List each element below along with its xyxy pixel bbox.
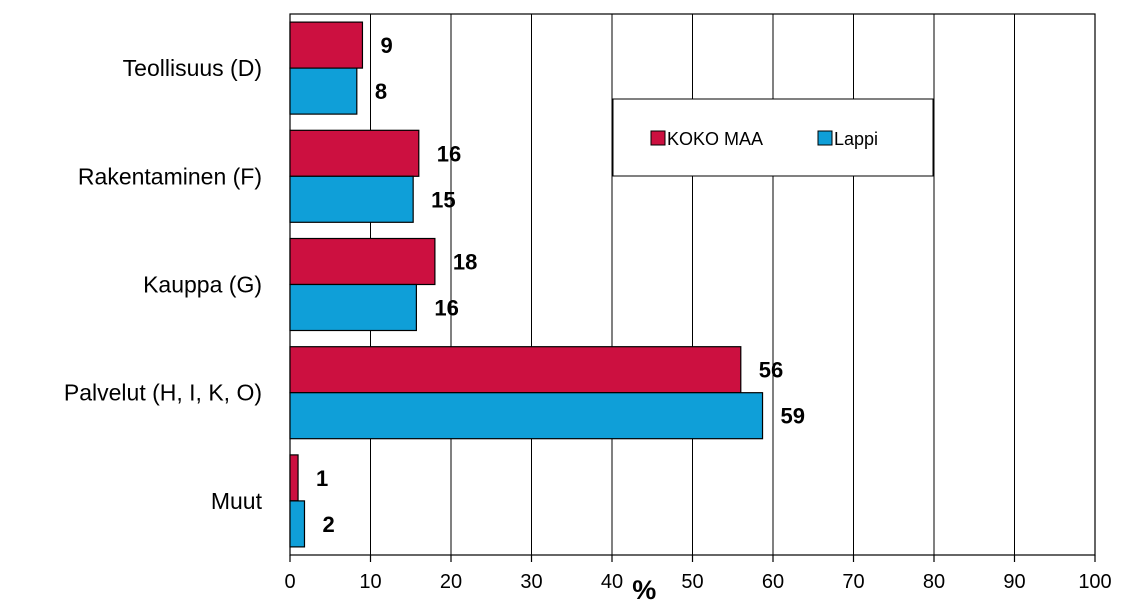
data-label-lappi-1: 15 (431, 187, 455, 212)
data-label-lappi-0: 8 (375, 79, 387, 104)
legend-box (612, 98, 934, 177)
category-label-1: Rakentaminen (F) (78, 163, 262, 189)
x-axis-title: % (632, 575, 656, 604)
data-label-lappi-2: 16 (434, 296, 458, 321)
x-tick-label-20: 20 (440, 571, 462, 593)
category-label-2: Kauppa (G) (143, 272, 262, 298)
bar-koko-maa-3 (289, 346, 742, 394)
bar-koko-maa-2 (289, 237, 436, 286)
data-label-koko-maa-0: 9 (380, 33, 392, 58)
bar-lappi-2 (289, 283, 417, 332)
legend-swatch-koko-maa (650, 130, 666, 146)
bar-lappi-3 (289, 392, 764, 440)
data-label-koko-maa-3: 56 (759, 358, 783, 383)
x-tick-label-30: 30 (520, 571, 542, 593)
legend-label-koko-maa: KOKO MAA (667, 129, 763, 149)
x-tick-label-90: 90 (1003, 571, 1025, 593)
x-tick-label-0: 0 (284, 571, 295, 593)
bar-lappi-0 (289, 67, 358, 115)
bar-lappi-1 (289, 175, 414, 223)
bar-koko-maa-4 (289, 454, 299, 502)
x-tick-label-50: 50 (681, 571, 703, 593)
x-tick-label-80: 80 (923, 571, 945, 593)
bar-lappi-4 (289, 500, 306, 548)
data-label-koko-maa-2: 18 (453, 250, 477, 275)
data-label-lappi-4: 2 (322, 512, 334, 537)
bar-koko-maa-0 (289, 21, 364, 69)
legend-label-lappi: Lappi (834, 129, 878, 149)
legend-swatch-lappi (817, 130, 833, 146)
x-tick-label-10: 10 (359, 571, 381, 593)
category-label-4: Muut (211, 488, 263, 514)
x-tick-label-40: 40 (601, 571, 623, 593)
data-label-lappi-3: 59 (781, 404, 805, 429)
category-label-3: Palvelut (H, I, K, O) (64, 380, 262, 406)
data-label-koko-maa-4: 1 (316, 466, 328, 491)
x-tick-label-70: 70 (842, 571, 864, 593)
data-label-koko-maa-1: 16 (437, 141, 461, 166)
bar-koko-maa-1 (289, 129, 420, 177)
x-tick-label-60: 60 (762, 571, 784, 593)
category-label-0: Teollisuus (D) (123, 55, 262, 81)
x-tick-label-100: 100 (1078, 571, 1111, 593)
